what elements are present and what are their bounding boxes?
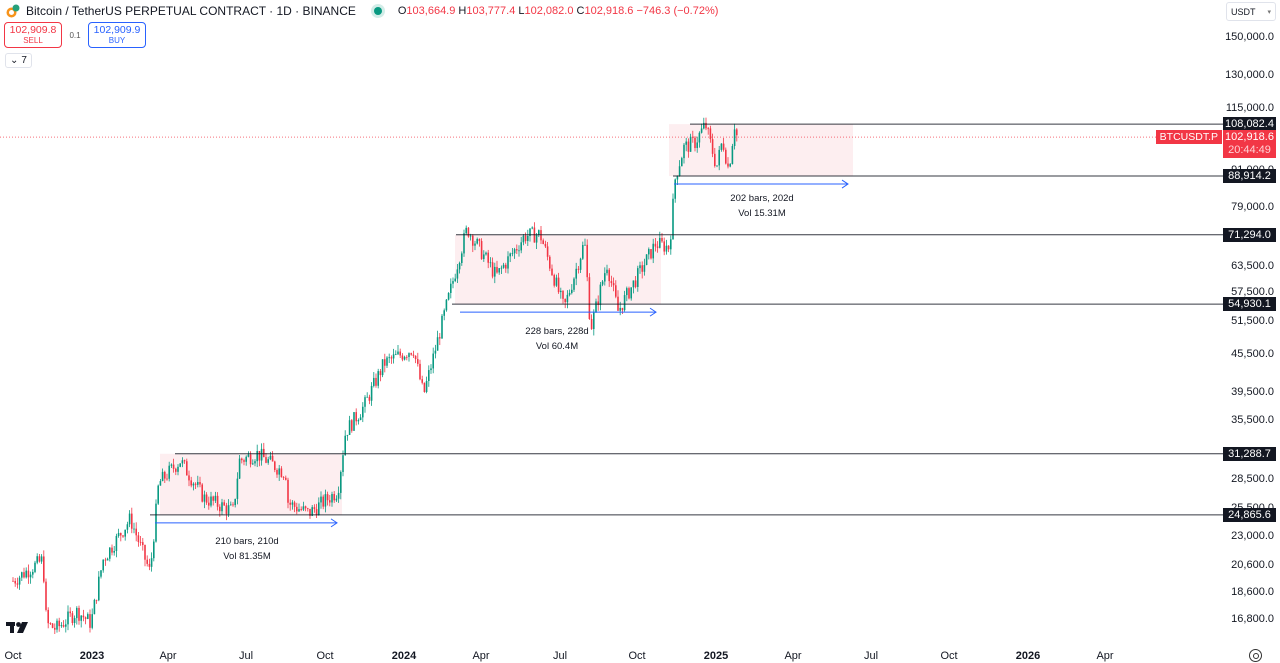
range-highlight[interactable] bbox=[669, 124, 853, 177]
time-tick-label: Jul bbox=[552, 650, 568, 662]
price-change: −746.3 (−0.72%) bbox=[636, 5, 719, 17]
spread-value: 0.1 bbox=[69, 30, 81, 40]
price-tick-label: 39,500.0 bbox=[1231, 385, 1274, 398]
time-tick-label: Oct bbox=[940, 650, 958, 662]
price-tick-label: 35,500.0 bbox=[1231, 414, 1274, 427]
price-tick-label: 20,600.0 bbox=[1231, 558, 1274, 571]
price-tick-label: 63,500.0 bbox=[1231, 259, 1274, 272]
market-open-status-icon bbox=[373, 7, 382, 15]
time-tick-label: Oct bbox=[4, 650, 22, 662]
buy-button[interactable]: 102,909.9 BUY bbox=[88, 22, 146, 48]
time-tick-label: 2023 bbox=[79, 650, 105, 662]
time-tick-label: Jul bbox=[238, 650, 254, 662]
currency-select[interactable]: USDT ▾ bbox=[1226, 2, 1276, 21]
price-tick-label: 28,500.0 bbox=[1231, 472, 1274, 485]
tradingview-logo-icon[interactable] bbox=[6, 621, 30, 639]
price-tick-label: 57,500.0 bbox=[1231, 285, 1274, 298]
price-tick-label: 51,500.0 bbox=[1231, 315, 1274, 328]
symbol-legend: Bitcoin / TetherUS PERPETUAL CONTRACT · … bbox=[6, 4, 718, 18]
time-tick-label: 2026 bbox=[1015, 650, 1041, 662]
time-tick-label: 2025 bbox=[703, 650, 729, 662]
level-price-tag: 54,930.1 bbox=[1223, 297, 1276, 312]
time-tick-label: Oct bbox=[316, 650, 334, 662]
chart-settings-icon[interactable] bbox=[1249, 649, 1262, 662]
ohlc-values: O103,664.9 H103,777.4 L102,082.0 C102,91… bbox=[397, 5, 719, 17]
chevron-down-icon: ⌄ bbox=[10, 55, 19, 66]
level-price-tag: 108,082.4 bbox=[1223, 117, 1276, 132]
time-tick-label: Jul bbox=[863, 650, 879, 662]
level-price-tag: 31,288.7 bbox=[1223, 446, 1276, 461]
price-tick-label: 130,000.0 bbox=[1225, 69, 1274, 82]
price-tick-label: 150,000.0 bbox=[1225, 31, 1274, 43]
last-price-tag: 102,918.6 20:44:49 bbox=[1223, 130, 1276, 159]
price-tick-label: 115,000.0 bbox=[1225, 101, 1274, 114]
time-tick-label: Apr bbox=[159, 650, 177, 662]
level-price-tag: 88,914.2 bbox=[1223, 169, 1276, 184]
price-tick-label: 79,000.0 bbox=[1231, 201, 1274, 214]
time-tick-label: Apr bbox=[472, 650, 490, 662]
time-tick-label: 2024 bbox=[391, 650, 417, 662]
level-price-tag: 24,865.6 bbox=[1223, 507, 1276, 522]
chevron-down-icon: ▾ bbox=[1267, 8, 1271, 16]
indicators-toggle-button[interactable]: ⌄ 7 bbox=[5, 53, 32, 68]
price-tick-label: 23,000.0 bbox=[1231, 529, 1274, 542]
symbol-logo-icon bbox=[6, 4, 20, 18]
range-highlight[interactable] bbox=[455, 234, 661, 305]
measure-label: 202 bars, 202d Vol 15.31M bbox=[730, 193, 794, 219]
measure-label: 210 bars, 210d Vol 81.35M bbox=[215, 536, 279, 562]
level-price-tag: 71,294.0 bbox=[1223, 227, 1276, 242]
sell-button[interactable]: 102,909.8 SELL bbox=[4, 22, 62, 48]
symbol-price-tag: BTCUSDT.P bbox=[1155, 130, 1222, 145]
symbol-title[interactable]: Bitcoin / TetherUS PERPETUAL CONTRACT · … bbox=[26, 4, 356, 18]
price-tick-label: 16,800.0 bbox=[1231, 613, 1274, 626]
candlesticks bbox=[12, 117, 738, 634]
measure-label: 228 bars, 228d Vol 60.4M bbox=[525, 326, 589, 352]
time-tick-label: Apr bbox=[1096, 650, 1114, 662]
quick-trade-panel: 102,909.8 SELL 0.1 102,909.9 BUY bbox=[4, 22, 146, 48]
price-tick-label: 18,600.0 bbox=[1231, 586, 1274, 599]
time-tick-label: Apr bbox=[784, 650, 802, 662]
price-tick-label: 45,500.0 bbox=[1231, 348, 1274, 361]
time-tick-label: Oct bbox=[628, 650, 646, 662]
